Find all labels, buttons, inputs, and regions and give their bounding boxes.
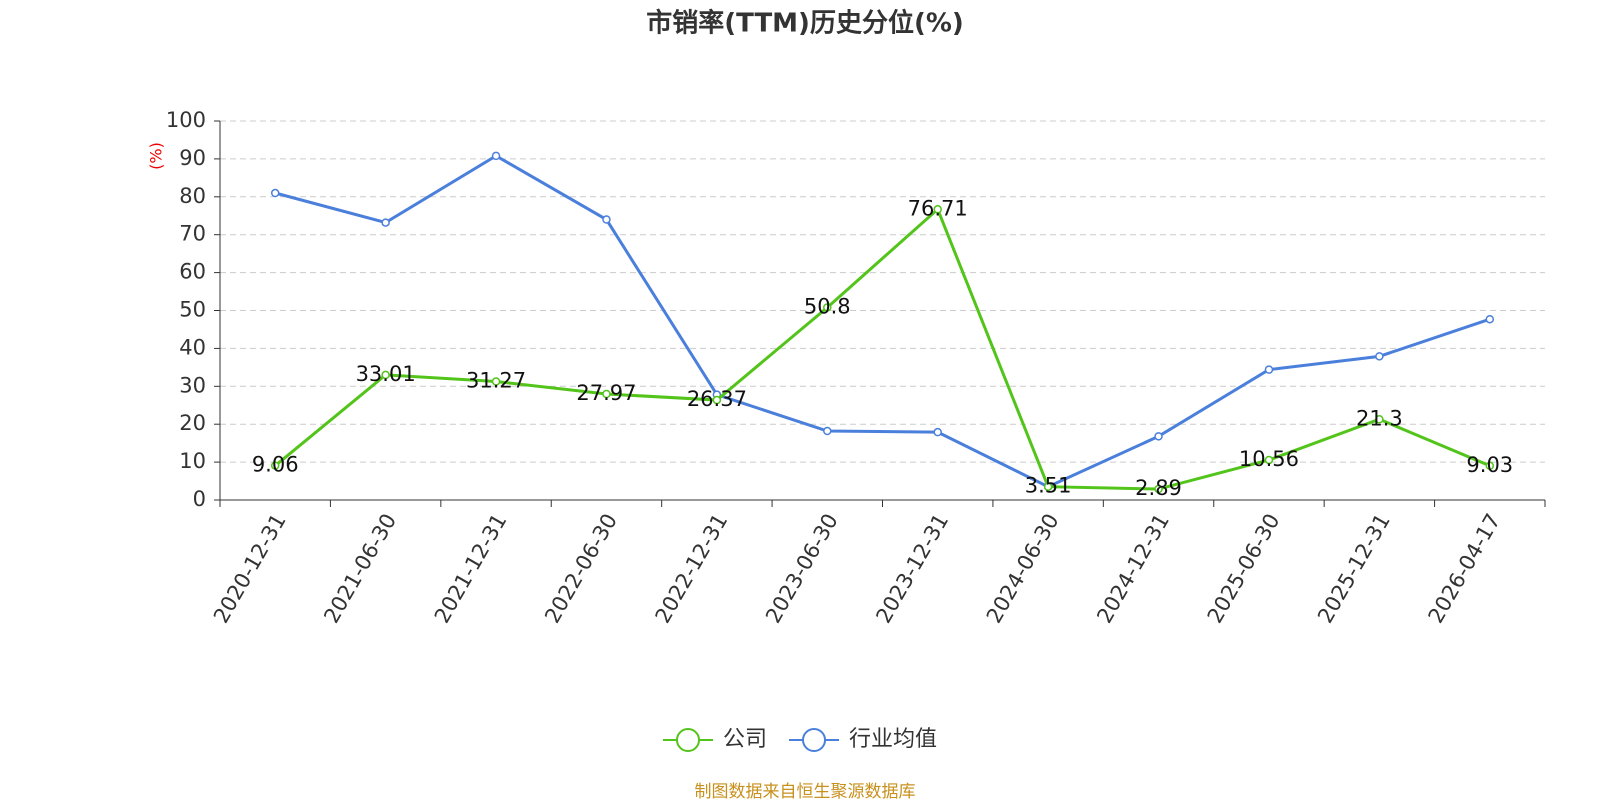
value-label: 76.71	[908, 196, 968, 220]
value-label: 9.03	[1466, 453, 1513, 477]
data-point	[381, 218, 390, 227]
data-point	[1375, 352, 1384, 361]
x-tick-label: 2022-06-30	[540, 510, 622, 628]
value-label: 26.37	[687, 387, 747, 411]
legend-label: 行业均值	[849, 727, 937, 752]
y-tick-label: 30	[179, 373, 206, 397]
chart-title: 市销率(TTM)历史分位(%)	[646, 8, 964, 39]
x-tick-label: 2026-04-17	[1424, 510, 1506, 628]
y-tick-label: 60	[179, 260, 206, 284]
y-tick-label: 50	[179, 298, 206, 322]
x-tick-label: 2023-06-30	[761, 510, 843, 628]
y-tick-label: 20	[179, 411, 206, 435]
value-label: 33.01	[356, 362, 416, 386]
y-tick-label: 70	[179, 222, 206, 246]
x-tick-label: 2024-06-30	[982, 510, 1064, 628]
x-tick-label: 2025-12-31	[1313, 510, 1395, 628]
data-point	[491, 151, 501, 161]
data-point	[712, 395, 722, 405]
data-point	[270, 188, 280, 198]
value-label: 27.97	[576, 381, 636, 405]
y-tick-label: 0	[193, 487, 206, 511]
x-tick-label: 2021-06-30	[319, 510, 401, 628]
x-tick-label: 2020-12-31	[209, 510, 291, 628]
legend-label: 公司	[723, 727, 767, 752]
y-axis-label: (%)	[147, 142, 166, 170]
data-point	[1264, 365, 1274, 374]
value-label: 3.51	[1025, 474, 1072, 498]
data-point	[1485, 314, 1495, 324]
y-tick-label: 40	[179, 335, 206, 359]
y-tick-label: 90	[179, 146, 206, 170]
y-tick-label: 100	[166, 108, 206, 132]
value-label: 21.3	[1356, 406, 1403, 430]
value-label: 31.27	[466, 368, 526, 392]
data-point	[1485, 461, 1495, 471]
data-point	[1043, 482, 1053, 491]
data-point	[933, 205, 942, 214]
x-tick-label: 2025-06-30	[1203, 510, 1285, 628]
value-label: 50.8	[804, 294, 851, 318]
data-point	[1154, 484, 1163, 494]
x-tick-label: 2022-12-31	[651, 510, 733, 628]
data-point	[602, 389, 611, 399]
data-point	[602, 215, 611, 224]
y-tick-label: 10	[179, 449, 206, 473]
data-point	[381, 370, 390, 380]
x-tick-label: 2021-12-31	[430, 510, 512, 628]
value-label: 10.56	[1239, 447, 1299, 471]
y-tick-label: 80	[179, 184, 206, 208]
data-point	[1154, 432, 1163, 441]
series-line	[274, 154, 1491, 489]
data-point	[1264, 455, 1274, 465]
source-note: 制图数据来自恒生聚源数据库	[695, 782, 916, 800]
data-point	[1375, 415, 1384, 424]
data-point	[491, 377, 501, 386]
x-tick-label: 2023-12-31	[871, 510, 953, 628]
value-label: 9.06	[252, 453, 299, 477]
data-point	[933, 427, 942, 437]
series-line	[274, 206, 1491, 491]
legend-marker	[676, 728, 700, 752]
value-label: 2.89	[1135, 476, 1182, 500]
data-point	[823, 303, 832, 312]
data-point	[823, 426, 832, 436]
x-tick-label: 2024-12-31	[1092, 510, 1174, 628]
data-point	[270, 461, 280, 470]
legend-marker	[802, 728, 827, 752]
